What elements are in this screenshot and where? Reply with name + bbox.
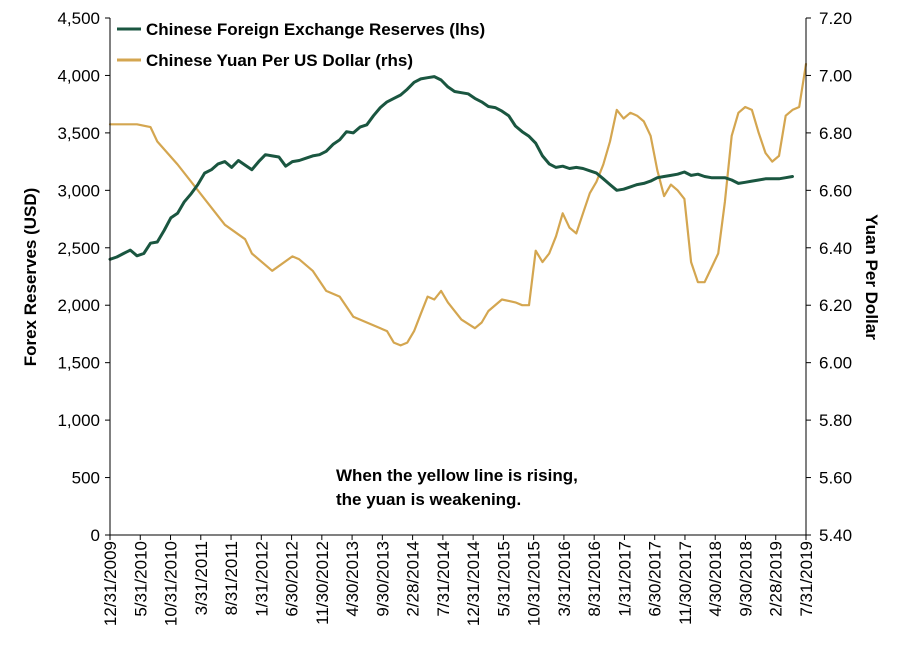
x-axis-ticks: 12/31/2009 5/31/2010 10/31/2010 3/31/2011 8/… xyxy=(101,535,816,626)
right-tick-label: 5.80 xyxy=(819,411,852,430)
x-tick-label: 9/30/2013 xyxy=(373,541,392,617)
right-tick-label: 5.60 xyxy=(819,469,852,488)
right-axis-ticks: 5.40 5.60 5.80 6.00 6.20 6.40 6.60 6.80 7.00 7.20 xyxy=(806,9,852,545)
left-tick-label: 2,500 xyxy=(57,239,100,258)
x-tick-label: 5/31/2010 xyxy=(131,541,150,617)
annotation: When the yellow line is rising, the yuan… xyxy=(336,466,578,509)
legend-label-yuan: Chinese Yuan Per US Dollar (rhs) xyxy=(146,51,413,70)
x-tick-label: 9/30/2018 xyxy=(736,541,755,617)
x-tick-label: 11/30/2017 xyxy=(676,541,695,625)
x-tick-label: 1/31/2012 xyxy=(252,541,271,617)
left-tick-label: 3,500 xyxy=(57,124,100,143)
x-tick-label: 8/31/2016 xyxy=(585,541,604,617)
x-tick-label: 12/31/2014 xyxy=(464,541,483,626)
left-tick-label: 0 xyxy=(91,526,100,545)
x-tick-label: 3/31/2011 xyxy=(192,541,211,615)
left-tick-label: 4,000 xyxy=(57,66,100,85)
x-tick-label: 6/30/2012 xyxy=(283,541,302,617)
legend-label-reserves: Chinese Foreign Exchange Reserves (lhs) xyxy=(146,20,485,39)
legend: Chinese Foreign Exchange Reserves (lhs) … xyxy=(117,20,485,70)
x-tick-label: 3/31/2016 xyxy=(555,541,574,617)
x-tick-label: 2/28/2014 xyxy=(404,541,423,617)
reserves-line xyxy=(108,75,794,261)
left-tick-label: 4,500 xyxy=(57,9,100,28)
series-layer xyxy=(108,62,808,347)
right-tick-label: 6.60 xyxy=(819,181,852,200)
left-tick-label: 500 xyxy=(72,469,100,488)
right-tick-label: 6.00 xyxy=(819,354,852,373)
left-tick-label: 3,000 xyxy=(57,181,100,200)
left-axis-ticks: 0 500 1,000 1,500 2,000 2,500 3,000 3,500 4,000 4… xyxy=(57,9,110,545)
left-tick-label: 1,000 xyxy=(57,411,100,430)
left-tick-label: 2,000 xyxy=(57,296,100,315)
annotation-line-1: When the yellow line is rising, xyxy=(336,466,578,485)
x-tick-label: 5/31/2015 xyxy=(494,541,513,617)
x-tick-label: 6/30/2017 xyxy=(646,541,665,617)
x-tick-label: 7/31/2014 xyxy=(434,541,453,617)
yuan-line xyxy=(108,62,808,347)
x-tick-label: 2/28/2019 xyxy=(767,541,786,617)
x-tick-label: 4/30/2013 xyxy=(343,541,362,617)
right-tick-label: 6.80 xyxy=(819,124,852,143)
right-tick-label: 5.40 xyxy=(819,526,852,545)
annotation-line-2: the yuan is weakening. xyxy=(336,490,521,509)
x-tick-label: 10/31/2010 xyxy=(162,541,181,626)
x-tick-label: 1/31/2017 xyxy=(615,541,634,617)
left-tick-label: 1,500 xyxy=(57,354,100,373)
x-tick-label: 10/31/2015 xyxy=(525,541,544,626)
x-tick-label: 8/31/2011 xyxy=(222,541,241,615)
right-axis-title: Yuan Per Dollar xyxy=(862,214,881,340)
x-tick-label: 12/31/2009 xyxy=(101,541,120,626)
x-tick-label: 7/31/2019 xyxy=(797,541,816,617)
right-tick-label: 7.00 xyxy=(819,66,852,85)
x-tick-label: 11/30/2012 xyxy=(313,541,332,625)
right-tick-label: 7.20 xyxy=(819,9,852,28)
left-axis-title: Forex Reserves (USD) xyxy=(21,188,40,367)
x-tick-label: 4/30/2018 xyxy=(706,541,725,617)
right-tick-label: 6.40 xyxy=(819,239,852,258)
right-tick-label: 6.20 xyxy=(819,296,852,315)
